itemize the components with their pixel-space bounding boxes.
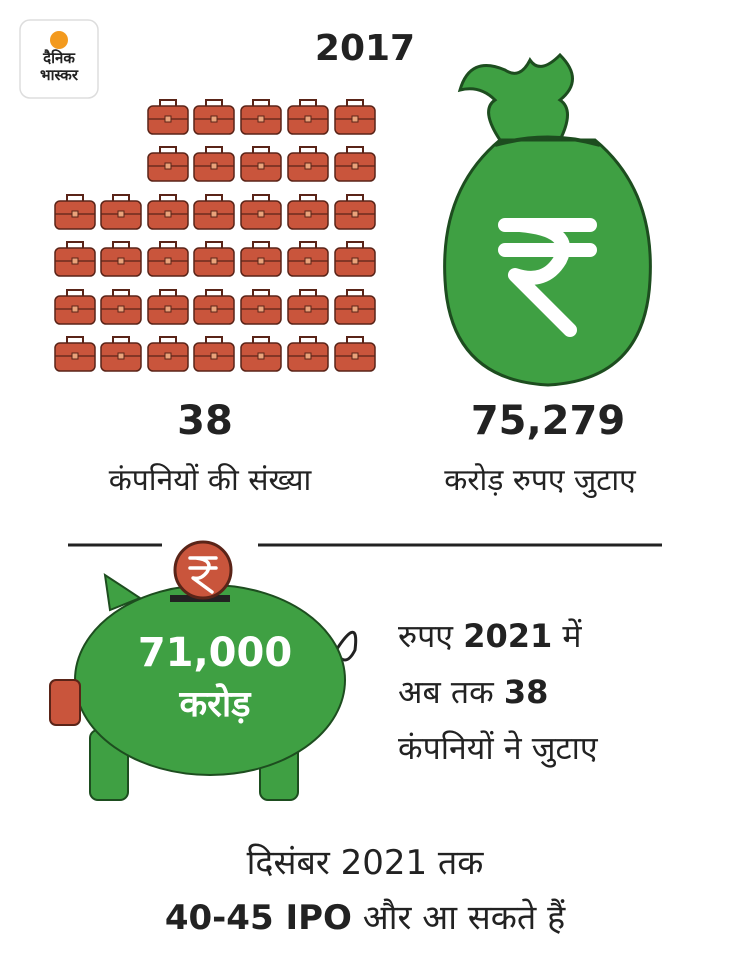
briefcase-icon: [54, 194, 96, 230]
note-text: रुपए: [398, 617, 454, 655]
briefcase-icon: [287, 241, 329, 277]
briefcase-icon: [287, 99, 329, 135]
piggy-bank: [49, 540, 358, 801]
briefcase-icon: [287, 289, 329, 325]
briefcase-icon: [100, 241, 142, 277]
logo-line: दैनिक: [43, 49, 75, 67]
note-text: में: [562, 617, 582, 655]
note-text: अब तक: [398, 673, 494, 711]
footer-bold: 40-45 IPO: [164, 898, 352, 938]
briefcase-icon: [287, 336, 329, 372]
briefcase-icon: [147, 336, 189, 372]
briefcase-icon: [334, 99, 376, 135]
briefcase-icon: [240, 146, 282, 182]
stat-label: करोड़ रुपए जुटाए: [444, 463, 636, 498]
briefcase-icon: [193, 99, 235, 135]
footer-text: और आ सकते हैं: [362, 898, 566, 938]
briefcase-icon: [147, 146, 189, 182]
briefcase-icon: [147, 289, 189, 325]
briefcase-icon: [240, 336, 282, 372]
stat-value: 38: [177, 398, 233, 444]
note-bold: 2021: [463, 617, 553, 655]
stat-value: 75,279: [470, 398, 626, 444]
briefcase-icon: [54, 241, 96, 277]
briefcase-icon: [100, 336, 142, 372]
piggy-amount: 71,000: [137, 630, 293, 676]
briefcase-icon: [193, 146, 235, 182]
briefcase-icon: [334, 241, 376, 277]
briefcase-icon: [100, 289, 142, 325]
footer-line: 40-45 IPO और आ सकते हैं: [165, 893, 565, 939]
briefcase-icon: [240, 194, 282, 230]
piggy-unit: करोड़: [179, 684, 251, 725]
logo-sun: [50, 31, 68, 49]
briefcase-icon: [334, 194, 376, 230]
briefcase-icon: [287, 194, 329, 230]
briefcase-icon: [147, 241, 189, 277]
briefcase-icon: [193, 241, 235, 277]
year: 2017: [314, 28, 416, 69]
footer-line: दिसंबर 2021 तक: [246, 843, 484, 883]
logo-box: [19, 19, 99, 99]
briefcase-icon: [334, 146, 376, 182]
briefcase-icon: [240, 241, 282, 277]
note-text: कंपनियों ने जुटाए: [398, 729, 598, 767]
briefcase-icon: [334, 289, 376, 325]
stat-label: कंपनियों की संख्या: [108, 463, 312, 498]
briefcase-icon: [287, 146, 329, 182]
briefcase-icon: [240, 99, 282, 135]
briefcase-icon: [147, 99, 189, 135]
briefcase-grid: [54, 99, 376, 372]
briefcase-icon: [193, 289, 235, 325]
briefcase-icon: [54, 289, 96, 325]
briefcase-icon: [147, 194, 189, 230]
note-line: रुपए 2021 में: [398, 608, 598, 664]
note: रुपए 2021 में अब तक 38 कंपनियों ने जुटाए: [398, 608, 598, 776]
note-line: कंपनियों ने जुटाए: [398, 720, 598, 776]
briefcase-icon: [193, 194, 235, 230]
money-bag: [443, 52, 652, 387]
briefcase-icon: [193, 336, 235, 372]
note-line: अब तक 38: [398, 664, 598, 720]
briefcase-icon: [54, 336, 96, 372]
briefcase-icon: [100, 194, 142, 230]
logo-line: भास्कर: [40, 66, 78, 84]
note-bold: 38: [503, 673, 549, 711]
logo-text: दैनिक भास्कर: [40, 50, 97, 84]
briefcase-icon: [334, 336, 376, 372]
briefcase-icon: [240, 289, 282, 325]
